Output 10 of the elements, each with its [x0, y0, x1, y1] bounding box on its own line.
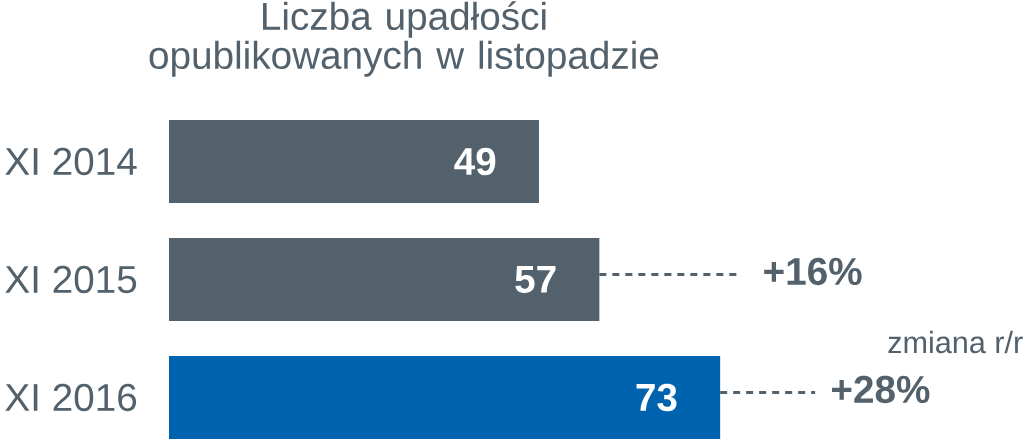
data-label: 49 [454, 147, 496, 176]
y-tick-label: XI 2015 [5, 265, 137, 294]
y-tick-label: XI 2014 [5, 147, 137, 176]
data-label: 73 [636, 383, 677, 412]
text: zmiana r/r [888, 330, 1023, 354]
text: +16% [764, 257, 862, 286]
y-tick-label: XI 2016 [5, 383, 137, 412]
text: +28% [831, 375, 930, 404]
chart-title: Liczba upadłości opublikowanych w listopadzie [149, 1, 659, 77]
data-label: 57 [515, 265, 556, 293]
